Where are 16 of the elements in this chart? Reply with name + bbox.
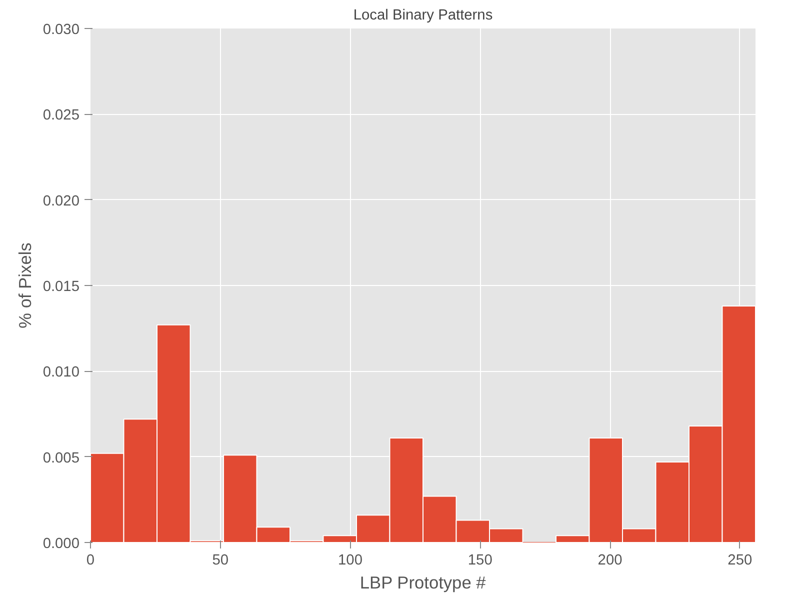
y-tick-label: 0.010 — [42, 364, 80, 381]
y-tick-label: 0.020 — [42, 193, 80, 210]
y-tick-label: 0.015 — [42, 279, 80, 295]
y-axis-title: % of Pixels — [14, 242, 35, 328]
x-tick-label: 100 — [338, 552, 363, 568]
y-tick-label: 0.000 — [42, 536, 80, 552]
x-axis-title: LBP Prototype # — [360, 572, 486, 592]
x-tick-label: 250 — [728, 552, 752, 568]
chart-title: Local Binary Patterns — [353, 8, 493, 24]
x-tick-label: 0 — [86, 552, 95, 568]
y-tick-label: 0.005 — [42, 450, 80, 466]
x-tick-label: 200 — [598, 552, 622, 568]
x-tick-label: 50 — [212, 552, 229, 568]
y-tick-label: 0.025 — [42, 108, 80, 124]
y-tick-label: 0.030 — [42, 22, 80, 38]
x-tick-label: 150 — [468, 552, 492, 568]
